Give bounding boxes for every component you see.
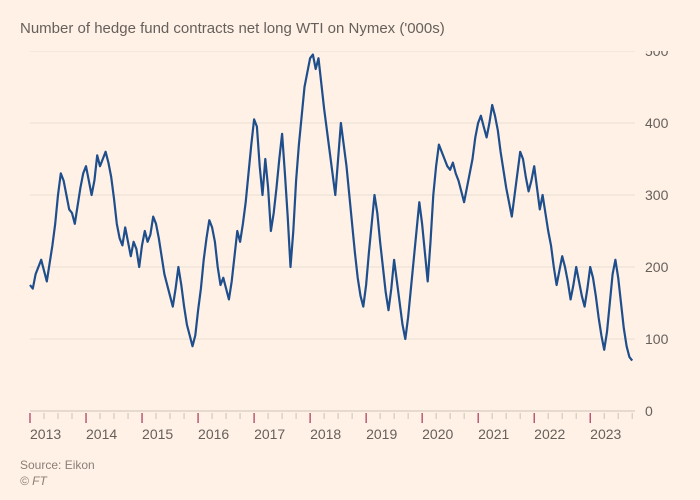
svg-text:2017: 2017 (254, 426, 285, 442)
source-line: Source: Eikon (20, 458, 680, 472)
svg-text:2016: 2016 (198, 426, 229, 442)
svg-text:2020: 2020 (422, 426, 453, 442)
svg-text:2015: 2015 (142, 426, 173, 442)
svg-text:2021: 2021 (478, 426, 509, 442)
svg-text:0: 0 (645, 403, 653, 419)
svg-text:300: 300 (645, 187, 669, 203)
line-chart: 0 100 200 300 400 500 2013 2014 2015 2016 2017 2018… (20, 51, 680, 446)
svg-text:2018: 2018 (310, 426, 341, 442)
svg-text:2014: 2014 (86, 426, 117, 442)
svg-text:500: 500 (645, 51, 669, 59)
svg-text:2022: 2022 (534, 426, 565, 442)
svg-text:2013: 2013 (30, 426, 61, 442)
svg-text:200: 200 (645, 259, 669, 275)
chart-container: Number of hedge fund contracts net long … (0, 0, 700, 500)
svg-text:400: 400 (645, 115, 669, 131)
chart-footer: Source: Eikon © FT (20, 458, 680, 488)
chart-plot-area: 0 100 200 300 400 500 2013 2014 2015 2016 2017 2018… (20, 51, 680, 448)
svg-text:100: 100 (645, 331, 669, 347)
svg-text:2023: 2023 (590, 426, 621, 442)
copyright-line: © FT (20, 474, 680, 488)
svg-text:2019: 2019 (366, 426, 397, 442)
chart-subtitle: Number of hedge fund contracts net long … (20, 20, 680, 37)
